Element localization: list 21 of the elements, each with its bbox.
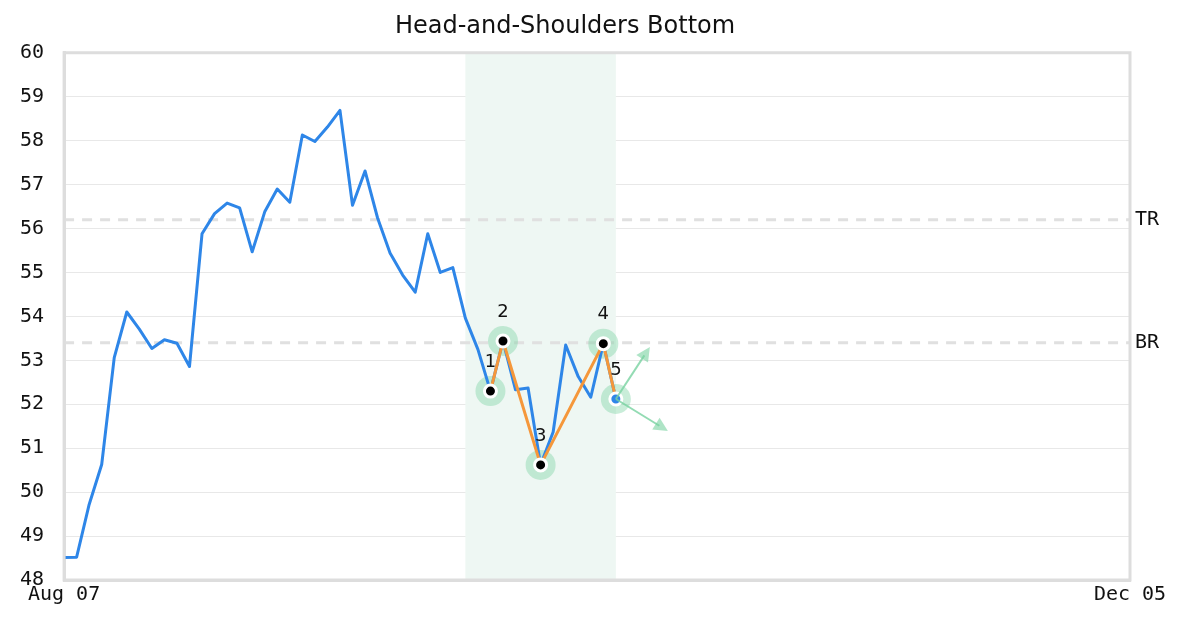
ref-line-label: BR xyxy=(1135,328,1161,353)
chart-title: Head-and-Shoulders Bottom xyxy=(394,10,736,39)
y-tick-label: 52 xyxy=(19,390,45,415)
y-tick-label: 54 xyxy=(19,302,45,327)
y-tick-label: 53 xyxy=(19,346,45,371)
annotation: 5 xyxy=(610,357,622,379)
y-tick-label: 59 xyxy=(19,82,45,107)
y-tick-label: 60 xyxy=(19,39,45,63)
annotation: 3 xyxy=(534,423,547,445)
annotation: 4 xyxy=(597,302,610,324)
y-tick-label: 57 xyxy=(19,170,45,195)
annotation: 2 xyxy=(497,299,509,321)
y-tick-label: 56 xyxy=(19,214,45,239)
ref-line-label: TR xyxy=(1135,205,1161,230)
y-tick-label: 51 xyxy=(19,434,45,459)
y-tick-label: 49 xyxy=(19,522,45,547)
y-tick-label: 50 xyxy=(19,478,45,503)
y-tick-label: 55 xyxy=(19,258,45,283)
x-tick-label: Dec 05 xyxy=(1093,581,1167,606)
y-tick-label: 58 xyxy=(19,126,45,151)
annotation: 1 xyxy=(484,349,497,371)
